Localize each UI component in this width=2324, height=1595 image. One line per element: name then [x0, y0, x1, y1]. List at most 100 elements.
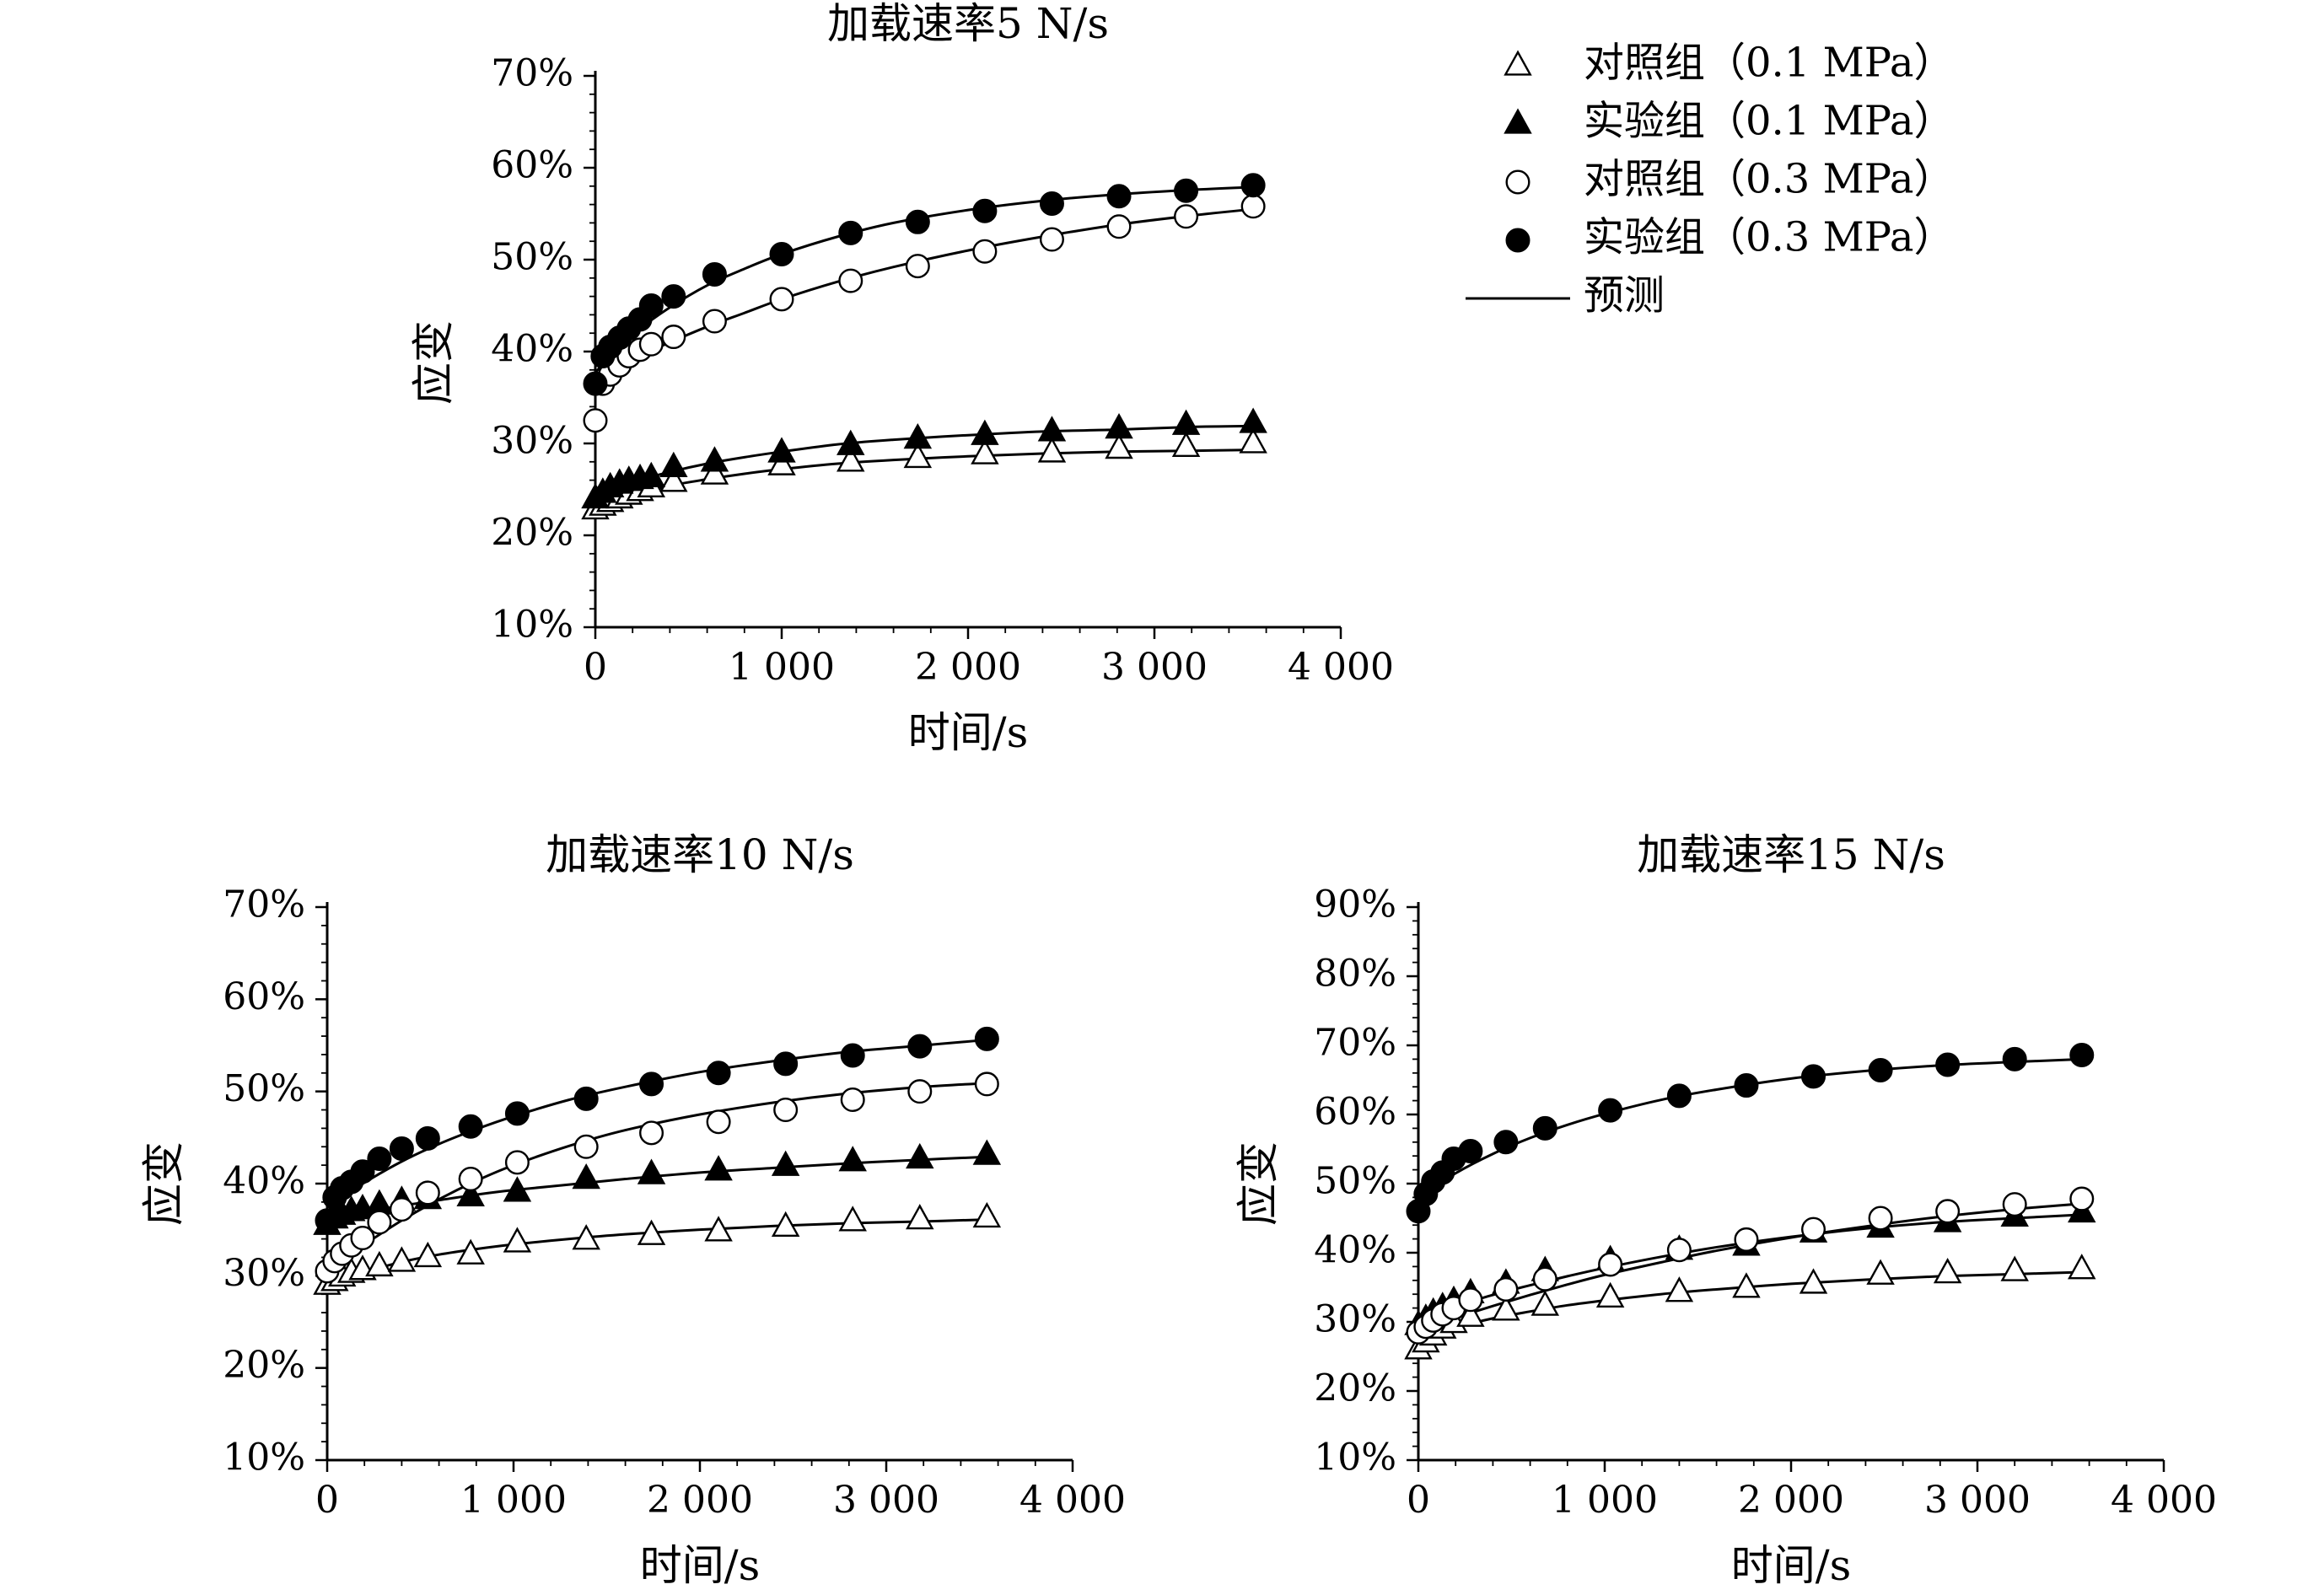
data-point	[837, 429, 865, 455]
x-tick-label: 1 000	[1552, 1479, 1658, 1522]
data-point	[415, 1125, 440, 1151]
data-point	[840, 1088, 865, 1113]
x-axis-title: 时间/s	[640, 1541, 761, 1590]
data-point	[1868, 1058, 1893, 1083]
data-point	[350, 1159, 375, 1184]
data-point	[1666, 1238, 1692, 1263]
series-2	[315, 1071, 999, 1284]
data-point	[1801, 1216, 1826, 1242]
data-point	[706, 1109, 731, 1135]
data-point	[1595, 1281, 1625, 1308]
data-point	[972, 198, 998, 223]
data-point	[1866, 1259, 1895, 1285]
data-point	[315, 1208, 340, 1233]
data-point	[767, 437, 796, 463]
legend-marker	[1505, 169, 1531, 195]
data-point	[415, 1180, 440, 1206]
legend-item: 对照组（0.3 MPa）	[1505, 156, 1955, 203]
data-point	[367, 1210, 392, 1235]
data-point	[974, 1071, 999, 1097]
y-tick-label: 70%	[491, 52, 573, 95]
legend-label: 对照组（0.3 MPa）	[1584, 156, 1955, 203]
legend-marker	[1504, 108, 1532, 134]
data-point	[367, 1146, 392, 1171]
y-tick-label: 80%	[1314, 953, 1396, 996]
data-point	[971, 419, 999, 445]
x-tick-label: 3 000	[1924, 1479, 2031, 1522]
data-point	[1174, 204, 1199, 229]
data-point	[704, 1216, 733, 1242]
data-point	[1935, 1199, 1961, 1224]
data-point	[637, 1219, 666, 1245]
x-tick-label: 0	[1407, 1479, 1430, 1522]
data-point	[1171, 409, 1201, 435]
data-point	[972, 1139, 1002, 1165]
legend-item: 对照组（0.1 MPa）	[1504, 40, 1955, 87]
x-tick-label: 2 000	[915, 646, 1021, 689]
y-tick-label: 10%	[223, 1437, 305, 1480]
data-point	[1666, 1083, 1692, 1109]
data-point	[458, 1167, 483, 1192]
legend-label: 预测	[1584, 272, 1665, 320]
data-point	[583, 371, 608, 396]
data-point	[838, 220, 863, 245]
data-point	[638, 331, 664, 357]
chart-title: 加载速率10 N/s	[546, 830, 854, 879]
series-3	[583, 173, 1266, 396]
data-point	[1458, 1138, 1483, 1163]
data-point	[972, 1201, 1002, 1228]
y-tick-label: 60%	[223, 975, 305, 1018]
x-tick-label: 0	[315, 1479, 339, 1522]
x-axis-title: 时间/s	[1731, 1541, 1852, 1590]
data-point	[1734, 1227, 1759, 1252]
data-point	[2000, 1255, 2029, 1281]
data-point	[2069, 1042, 2095, 1067]
data-point	[2002, 1046, 2027, 1071]
data-point	[2002, 1192, 2027, 1217]
data-point	[1665, 1276, 1694, 1302]
data-point	[838, 1146, 867, 1172]
data-point	[771, 1211, 800, 1238]
data-point	[773, 1098, 799, 1123]
x-tick-label: 0	[584, 646, 607, 689]
fit-curve-2	[594, 207, 1254, 385]
data-point	[905, 209, 930, 234]
data-point	[572, 1163, 600, 1190]
data-point	[702, 309, 727, 334]
fit-curve-2	[1418, 1202, 2082, 1332]
chart-5ns: 加载速率5 N/s 10% 20% 30% 40% 50% 60% 70% 0 1 000 2 00…	[409, 0, 1394, 757]
data-point	[773, 1051, 799, 1077]
data-point	[456, 1238, 485, 1265]
y-tick-label: 10%	[491, 604, 573, 647]
data-point	[1493, 1130, 1519, 1155]
data-point	[1598, 1098, 1623, 1123]
data-point	[387, 1246, 417, 1272]
data-point	[769, 241, 794, 266]
data-point	[661, 284, 686, 309]
x-tick-label: 4 000	[1019, 1479, 1126, 1522]
series-1	[581, 407, 1267, 509]
legend-label: 对照组（0.1 MPa）	[1584, 40, 1955, 87]
data-point	[1037, 437, 1067, 463]
data-point	[1174, 178, 1199, 203]
y-tick-label: 40%	[223, 1160, 305, 1203]
x-tick-label: 1 000	[729, 646, 835, 689]
data-point	[1106, 184, 1132, 209]
data-point	[1105, 432, 1133, 459]
y-tick-label: 30%	[223, 1252, 305, 1295]
data-point	[907, 1079, 933, 1104]
data-point	[1868, 1206, 1893, 1231]
x-tick-label: 2 000	[647, 1479, 753, 1522]
series-2	[1406, 1186, 2095, 1345]
legend: 对照组（0.1 MPa） 实验组（0.1 MPa） 对照组（0.3 MPa） 实验组（…	[1466, 40, 1955, 320]
data-point	[1240, 194, 1266, 219]
data-point	[458, 1114, 483, 1139]
data-point	[1039, 227, 1064, 252]
data-point	[1734, 1073, 1759, 1098]
data-point	[700, 446, 729, 472]
data-point	[1532, 1266, 1557, 1292]
series-0	[1404, 1254, 2096, 1360]
data-point	[838, 1206, 867, 1232]
chart-title: 加载速率15 N/s	[1637, 830, 1945, 879]
data-point	[661, 325, 686, 350]
